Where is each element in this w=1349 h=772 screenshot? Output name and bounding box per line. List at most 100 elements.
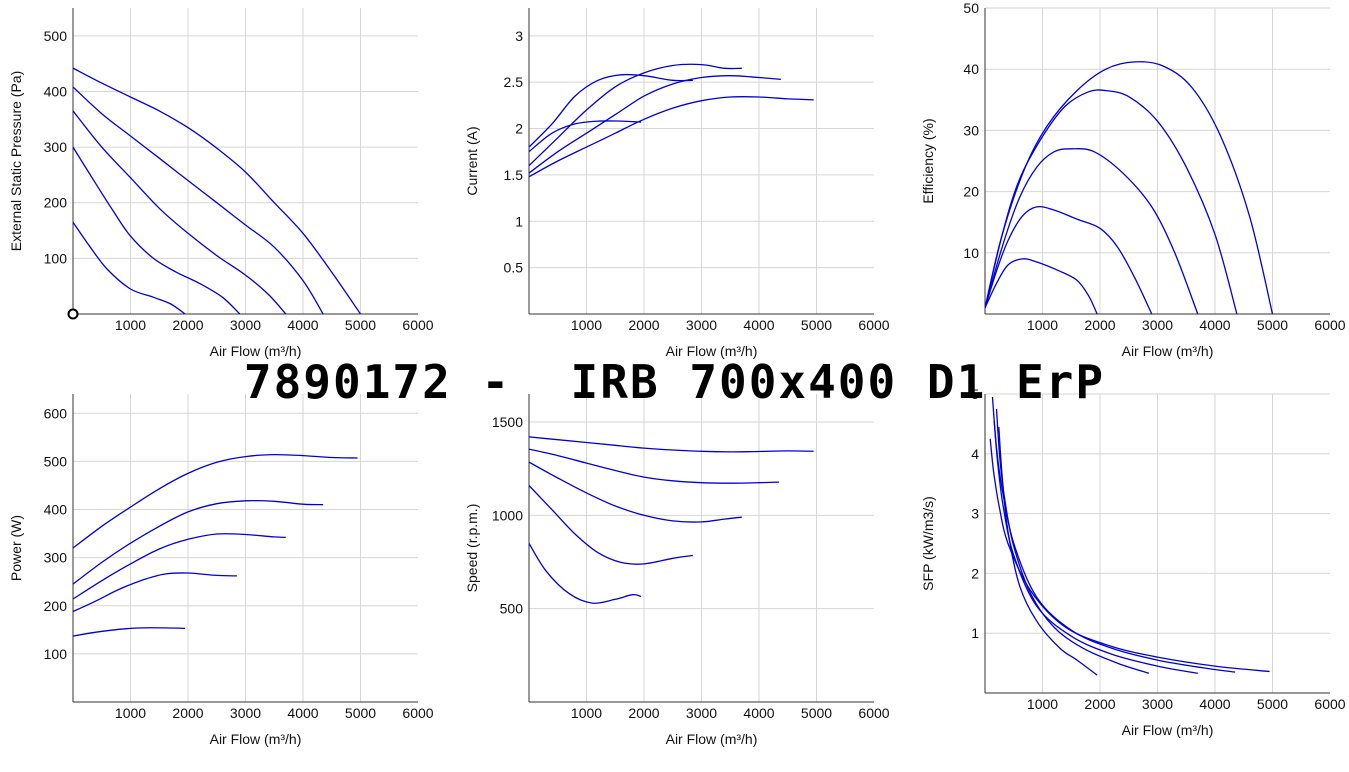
series-line-4 <box>529 75 781 174</box>
efficiency-chart: 1000 2000 3000 4000 5000 6000 10 20 30 40 50 Air Fl… <box>912 0 1346 380</box>
speed-chart: 1000 2000 3000 4000 5000 6000 500 1000 1500 Air F… <box>456 388 890 767</box>
y-tick-label: 1 <box>971 625 979 641</box>
x-tick-label: 2000 <box>1084 317 1115 333</box>
series-line-3 <box>73 110 287 314</box>
x-tick-label: 2000 <box>628 317 659 333</box>
x-tick-label: 6000 <box>402 317 433 333</box>
series-line-4 <box>73 86 324 314</box>
gridlines <box>73 8 418 314</box>
series-line-2 <box>529 485 693 565</box>
x-tick-label: 2000 <box>172 705 203 721</box>
y-tick-label: 1000 <box>492 507 523 523</box>
y-tick-label: 500 <box>500 601 524 617</box>
x-tick-label: 3000 <box>1142 317 1173 333</box>
series-line-4 <box>529 448 780 484</box>
series-line-3 <box>993 420 1198 674</box>
sfp-chart-svg: 1000 2000 3000 4000 5000 6000 1 2 3 4 5 Air Flow (m… <box>920 386 1346 738</box>
series-line-3 <box>529 63 742 167</box>
series-line-4 <box>985 89 1238 314</box>
y-tick-label: 100 <box>44 250 68 266</box>
speed-chart-svg: 1000 2000 3000 4000 5000 6000 500 1000 1500 Air F… <box>464 394 890 747</box>
x-axis-title: Air Flow (m³/h) <box>1122 722 1214 738</box>
x-tick-label: 6000 <box>858 317 889 333</box>
series-line-2 <box>529 73 693 148</box>
gridlines <box>73 394 418 702</box>
x-tick-label: 3000 <box>1142 696 1173 712</box>
y-tick-label: 3 <box>971 506 979 522</box>
y-axis-title: Current (A) <box>464 126 480 195</box>
x-tick-label: 5000 <box>345 705 376 721</box>
x-tick-label: 1000 <box>571 317 602 333</box>
y-tick-label: 1500 <box>492 414 523 430</box>
x-tick-label: 3000 <box>686 705 717 721</box>
x-axis-title: Air Flow (m³/h) <box>666 343 758 359</box>
x-tick-label: 6000 <box>858 705 889 721</box>
x-tick-label: 4000 <box>287 317 318 333</box>
y-tick-label: 2 <box>971 565 979 581</box>
x-tick-label: 5000 <box>1257 317 1288 333</box>
y-axis-title: Speed (r.p.m.) <box>464 504 480 593</box>
x-tick-label: 6000 <box>402 705 433 721</box>
y-tick-label: 300 <box>44 550 68 566</box>
y-tick-label: 100 <box>44 646 68 662</box>
x-axis-title: Air Flow (m³/h) <box>210 731 302 747</box>
y-tick-label: 5 <box>971 386 979 402</box>
x-tick-label: 1000 <box>1027 696 1058 712</box>
y-tick-label: 30 <box>963 122 979 138</box>
x-tick-label: 5000 <box>801 317 832 333</box>
series-line-3 <box>73 533 286 600</box>
series-group <box>529 436 814 604</box>
y-tick-label: 200 <box>44 195 68 211</box>
y-tick-label: 1.5 <box>504 167 524 183</box>
gridlines <box>985 7 1330 314</box>
current-chart: 1000 2000 3000 4000 5000 6000 0.5 1 1.5 2 2.5 3 Air … <box>456 0 890 380</box>
product-title: 7890172 - IRB 700x400 D1 ErP <box>243 355 1106 409</box>
power-chart-svg: 1000 2000 3000 4000 5000 6000 100 200 300 400 500 6… <box>8 394 434 747</box>
x-tick-label: 4000 <box>1199 696 1230 712</box>
y-tick-label: 600 <box>44 405 68 421</box>
y-tick-label: 2 <box>515 121 523 137</box>
series-line-1 <box>529 120 642 153</box>
efficiency-chart-svg: 1000 2000 3000 4000 5000 6000 10 20 30 40 50 Air Fl… <box>920 0 1346 359</box>
x-tick-label: 1000 <box>115 317 146 333</box>
series-line-2 <box>73 572 237 613</box>
series-line-2 <box>995 408 1150 674</box>
y-tick-label: 200 <box>44 598 68 614</box>
x-tick-label: 5000 <box>1257 696 1288 712</box>
y-axis-title: SFP (kW/m3/s) <box>920 496 936 591</box>
y-tick-label: 1 <box>515 213 523 229</box>
series-line-4 <box>73 499 324 585</box>
x-tick-label: 6000 <box>1314 317 1345 333</box>
current-chart-svg: 1000 2000 3000 4000 5000 6000 0.5 1 1.5 2 2.5 3 Air … <box>464 8 890 359</box>
y-tick-label: 300 <box>44 139 68 155</box>
x-tick-label: 5000 <box>801 705 832 721</box>
series-line-1 <box>998 426 1098 676</box>
sfp-chart: 1000 2000 3000 4000 5000 6000 1 2 3 4 5 Air Flow (m… <box>912 386 1346 767</box>
y-tick-label: 10 <box>963 245 979 261</box>
series-line-1 <box>73 221 186 314</box>
x-tick-label: 1000 <box>571 705 602 721</box>
x-tick-label: 4000 <box>743 705 774 721</box>
x-tick-label: 3000 <box>230 705 261 721</box>
x-axis-title: Air Flow (m³/h) <box>1122 343 1214 359</box>
series-line-4 <box>991 396 1236 673</box>
series-line-5 <box>529 96 814 178</box>
x-tick-label: 4000 <box>743 317 774 333</box>
x-tick-label: 2000 <box>172 317 203 333</box>
y-tick-label: 400 <box>44 502 68 518</box>
series-line-5 <box>73 67 362 314</box>
x-tick-label: 5000 <box>345 317 376 333</box>
series-line-1 <box>529 542 642 604</box>
y-tick-label: 400 <box>44 83 68 99</box>
series-line-2 <box>73 146 241 314</box>
series-group <box>73 453 358 637</box>
series-group <box>73 67 362 314</box>
x-tick-label: 4000 <box>1199 317 1230 333</box>
x-axis-title: Air Flow (m³/h) <box>210 343 302 359</box>
pressure-chart-svg: 1000 2000 3000 4000 5000 6000 100 200 300 400 500 A… <box>8 8 434 359</box>
operating-point-marker[interactable] <box>67 308 79 320</box>
y-tick-label: 500 <box>44 453 68 469</box>
series-line-5 <box>985 61 1274 314</box>
y-tick-label: 20 <box>963 184 979 200</box>
x-axis-title: Air Flow (m³/h) <box>666 731 758 747</box>
